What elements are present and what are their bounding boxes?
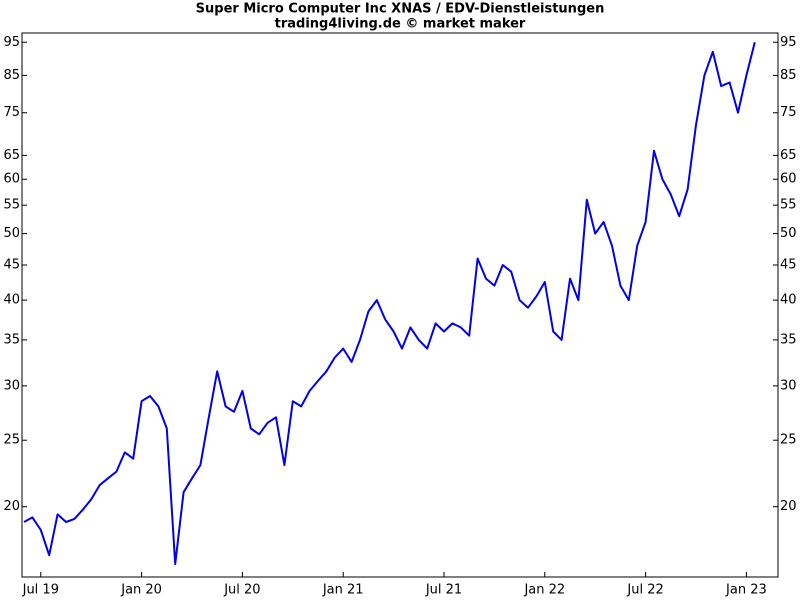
x-tick-label: Jul 22 — [626, 583, 663, 598]
price-line — [23, 42, 756, 566]
y2-tick-label: 85 — [780, 68, 797, 83]
y-tick-label: 35 — [3, 332, 20, 347]
x-tick-label: Jan 21 — [322, 583, 364, 598]
y2-tick-label: 50 — [780, 226, 797, 241]
x-tick-label: Jan 22 — [523, 583, 565, 598]
y2-tick-label: 30 — [780, 378, 797, 393]
y-tick-label: 75 — [3, 105, 20, 120]
y2-tick-label: 25 — [780, 433, 797, 448]
x-tick-label: Jul 21 — [425, 583, 462, 598]
chart-title: Super Micro Computer Inc XNAS / EDV-Dien… — [196, 2, 605, 17]
y-tick-label: 45 — [3, 258, 20, 273]
y2-tick-label: 75 — [780, 105, 797, 120]
y-tick-label: 65 — [3, 148, 20, 163]
y-tick-label: 25 — [3, 433, 20, 448]
y-tick-label: 55 — [3, 198, 20, 213]
y2-tick-label: 40 — [780, 293, 797, 308]
x-tick-label: Jul 19 — [22, 583, 59, 598]
y-tick-label: 60 — [3, 172, 20, 187]
chart-subtitle: trading4living.de © market maker — [275, 17, 526, 32]
plot-frame — [21, 32, 779, 578]
y-tick-label: 95 — [3, 35, 20, 50]
x-tick-label: Jan 23 — [725, 583, 767, 598]
y-tick-label: 50 — [3, 226, 20, 241]
y2-tick-label: 65 — [780, 148, 797, 163]
y2-tick-label: 60 — [780, 172, 797, 187]
y2-tick-label: 35 — [780, 332, 797, 347]
y2-tick-label: 95 — [780, 35, 797, 50]
x-tick-label: Jul 20 — [223, 583, 260, 598]
y-tick-label: 85 — [3, 68, 20, 83]
y-tick-label: 30 — [3, 378, 20, 393]
y-tick-label: 20 — [3, 499, 20, 514]
y2-tick-label: 20 — [780, 499, 797, 514]
y-tick-label: 40 — [3, 293, 20, 308]
y2-tick-label: 45 — [780, 258, 797, 273]
x-tick-label: Jan 20 — [120, 583, 162, 598]
y2-tick-label: 55 — [780, 198, 797, 213]
